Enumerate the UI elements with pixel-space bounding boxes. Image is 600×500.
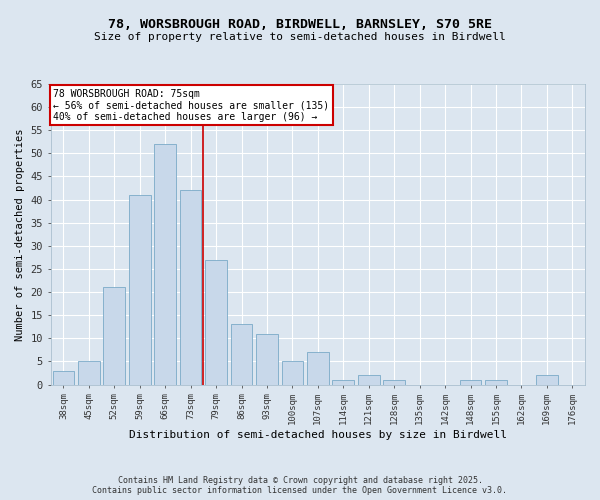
X-axis label: Distribution of semi-detached houses by size in Birdwell: Distribution of semi-detached houses by …: [129, 430, 507, 440]
Bar: [332, 380, 354, 384]
Text: Contains HM Land Registry data © Crown copyright and database right 2025.
Contai: Contains HM Land Registry data © Crown c…: [92, 476, 508, 495]
Bar: [383, 380, 405, 384]
Bar: [53, 370, 74, 384]
Bar: [205, 260, 227, 384]
Y-axis label: Number of semi-detached properties: Number of semi-detached properties: [15, 128, 25, 340]
Bar: [460, 380, 481, 384]
Bar: [180, 190, 202, 384]
Bar: [129, 195, 151, 384]
Text: 78, WORSBROUGH ROAD, BIRDWELL, BARNSLEY, S70 5RE: 78, WORSBROUGH ROAD, BIRDWELL, BARNSLEY,…: [108, 18, 492, 30]
Bar: [281, 362, 303, 384]
Bar: [485, 380, 507, 384]
Bar: [307, 352, 329, 384]
Text: Size of property relative to semi-detached houses in Birdwell: Size of property relative to semi-detach…: [94, 32, 506, 42]
Bar: [358, 376, 380, 384]
Bar: [536, 376, 557, 384]
Bar: [103, 288, 125, 384]
Text: 78 WORSBROUGH ROAD: 75sqm
← 56% of semi-detached houses are smaller (135)
40% of: 78 WORSBROUGH ROAD: 75sqm ← 56% of semi-…: [53, 88, 329, 122]
Bar: [78, 362, 100, 384]
Bar: [231, 324, 253, 384]
Bar: [256, 334, 278, 384]
Bar: [154, 144, 176, 384]
